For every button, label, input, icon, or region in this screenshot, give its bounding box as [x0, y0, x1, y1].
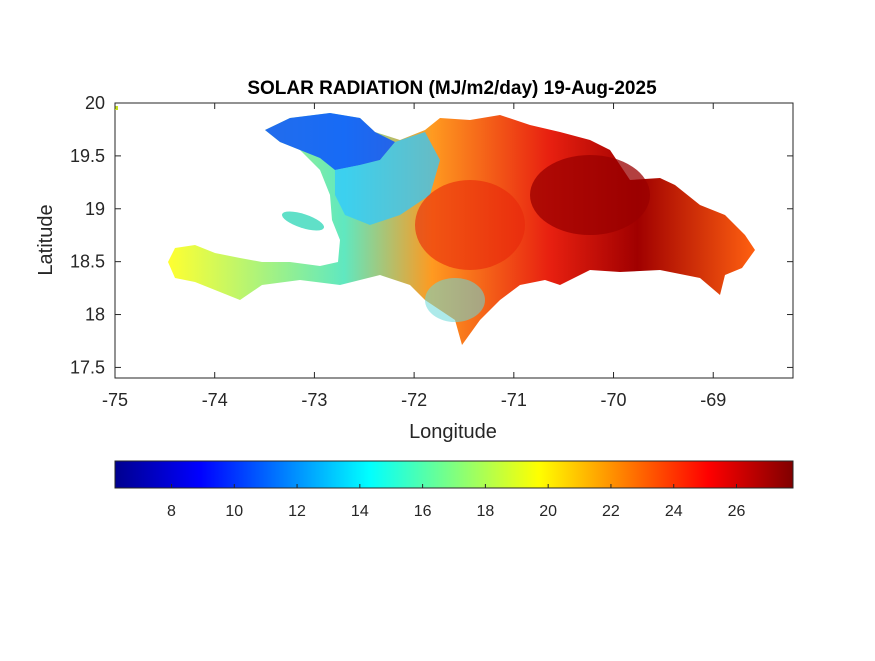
y-tick-label: 20 [85, 93, 105, 113]
y-axis-ticks: 17.5 18 18.5 19 19.5 20 [70, 93, 793, 377]
chart-title: SOLAR RADIATION (MJ/m2/day) 19-Aug-2025 [247, 78, 657, 99]
small-island [115, 106, 118, 110]
y-tick-label: 19 [85, 199, 105, 219]
colorbar-tick-label: 10 [225, 503, 243, 520]
colorbar-tick-label: 18 [476, 503, 494, 520]
colorbar-tick-label: 22 [602, 503, 620, 520]
x-tick-label: -69 [700, 390, 726, 410]
central-warm-zone [415, 180, 525, 270]
south-central-zone [425, 278, 485, 322]
x-tick-label: -71 [501, 390, 527, 410]
gonave-island [281, 211, 325, 231]
colorbar-tick-label: 14 [351, 503, 369, 520]
x-tick-label: -70 [601, 390, 627, 410]
y-tick-label: 18 [85, 305, 105, 325]
y-axis-label: Latitude [35, 204, 57, 275]
x-tick-label: -75 [102, 390, 128, 410]
northwest-peninsula [265, 113, 395, 170]
x-tick-label: -74 [202, 390, 228, 410]
y-tick-label: 17.5 [70, 357, 105, 377]
heatmap-layer [115, 106, 755, 345]
x-tick-label: -73 [301, 390, 327, 410]
x-tick-label: -72 [401, 390, 427, 410]
north-central-zone [335, 132, 440, 225]
colorbar-tick-label: 24 [665, 503, 683, 520]
northeast-hot-zone [530, 155, 650, 235]
colorbar-tick-label: 12 [288, 503, 306, 520]
colorbar-tick-label: 20 [539, 503, 557, 520]
colorbar-tick-label: 8 [167, 503, 176, 520]
colorbar-tick-label: 16 [414, 503, 432, 520]
colorbar [114, 460, 794, 489]
y-tick-label: 19.5 [70, 146, 105, 166]
colorbar-ticks: 8 10 12 14 16 18 20 22 24 26 [167, 484, 746, 520]
x-axis-ticks: -75 -74 -73 -72 -71 -70 -69 [102, 103, 726, 410]
colorbar-tick-label: 26 [728, 503, 746, 520]
x-axis-label: Longitude [409, 421, 497, 443]
y-tick-label: 18.5 [70, 252, 105, 272]
